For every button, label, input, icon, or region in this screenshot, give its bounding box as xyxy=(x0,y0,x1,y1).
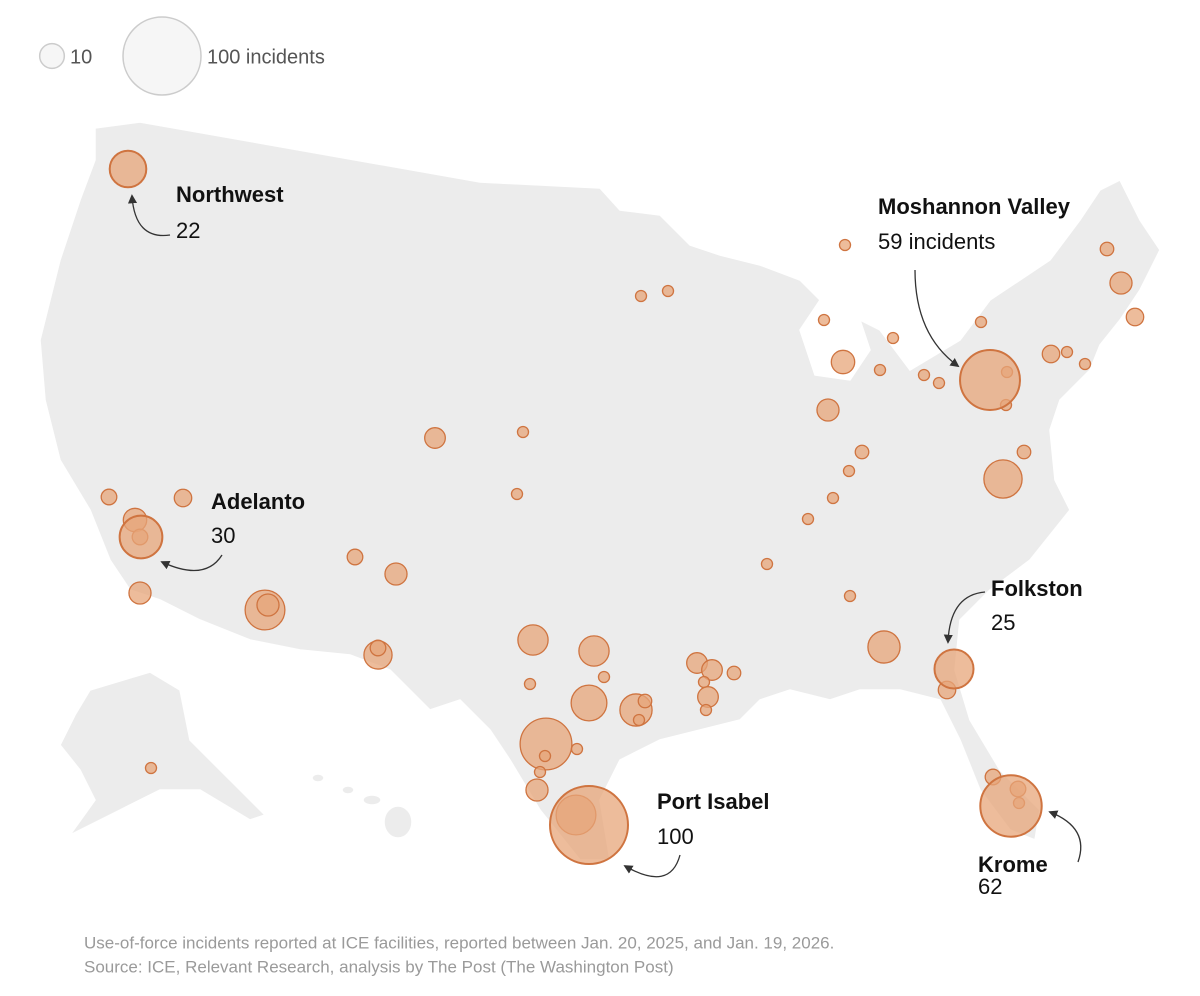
facility-circle xyxy=(1060,345,1074,359)
facility-circle xyxy=(523,677,537,691)
facility-circle xyxy=(517,624,549,656)
facility-circle xyxy=(979,774,1043,838)
hawaii xyxy=(341,785,355,795)
facility-circle xyxy=(570,684,608,722)
facility-circle xyxy=(843,589,857,603)
facility-circle xyxy=(1016,444,1032,460)
arrow xyxy=(914,269,960,368)
facility-circle xyxy=(1109,271,1133,295)
land xyxy=(39,121,1161,861)
caption: Use-of-force incidents reported at ICE f… xyxy=(84,933,834,952)
facility-circle xyxy=(144,761,158,775)
facility-circle xyxy=(932,376,946,390)
facility-name: Adelanto xyxy=(211,489,305,514)
facility-circle xyxy=(817,313,831,327)
facility-circle xyxy=(637,693,653,709)
facility-name: Northwest xyxy=(176,182,284,207)
facility-circle xyxy=(173,488,193,508)
arrow xyxy=(1048,810,1082,863)
facility-circle xyxy=(516,425,530,439)
facility-circle xyxy=(1078,357,1092,371)
facility-circle xyxy=(1125,307,1145,327)
facility-name: Folkston xyxy=(991,576,1083,601)
facility-circle xyxy=(983,459,1023,499)
facility-count: 22 xyxy=(176,218,200,243)
incident-circles xyxy=(100,149,1145,865)
facility-circle xyxy=(597,670,611,684)
facility-circle xyxy=(838,238,852,252)
labels: Northwest 22 Adelanto 30 Moshannon Valley 59 … xyxy=(176,182,1083,899)
facility-name: Port Isabel xyxy=(657,789,769,814)
facility-circle xyxy=(533,765,547,779)
facility-circle xyxy=(549,785,629,865)
arrows xyxy=(127,194,1082,878)
facility-name: Krome xyxy=(978,852,1048,877)
hawaii xyxy=(383,805,413,839)
facility-circle xyxy=(570,742,584,756)
facility-circle xyxy=(384,562,408,586)
facility-circle xyxy=(760,557,774,571)
facility-circle xyxy=(701,659,723,681)
arrow xyxy=(127,194,171,237)
facility-circle xyxy=(826,491,840,505)
legend-circle xyxy=(122,16,202,96)
facility-circle xyxy=(510,487,524,501)
facility-circle xyxy=(867,630,901,664)
facility-circle xyxy=(256,593,280,617)
facility-circle xyxy=(634,289,648,303)
facility-circle xyxy=(525,778,549,802)
facility-circle xyxy=(697,675,711,689)
legend-label: 10 xyxy=(70,46,92,68)
facility-circle xyxy=(959,349,1021,411)
facility-circle xyxy=(933,648,975,690)
alaska xyxy=(59,671,267,836)
arrow xyxy=(160,554,223,572)
facility-name: Moshannon Valley xyxy=(878,194,1071,219)
facility-circle xyxy=(917,368,931,382)
facility-circle xyxy=(519,717,573,771)
facility-count: 59 incidents xyxy=(878,229,995,254)
facility-count: 100 xyxy=(657,824,694,849)
facility-circle xyxy=(128,581,152,605)
facility-circle xyxy=(578,635,610,667)
facility-circle xyxy=(816,398,840,422)
facility-count: 25 xyxy=(991,610,1015,635)
facility-circle xyxy=(118,514,164,560)
facility-circle xyxy=(842,464,856,478)
hawaii xyxy=(311,773,325,783)
caption: Source: ICE, Relevant Research, analysis… xyxy=(84,957,674,976)
facility-circle xyxy=(854,444,870,460)
arrow xyxy=(943,591,986,644)
facility-circle xyxy=(974,315,988,329)
facility-circle xyxy=(424,427,446,449)
facility-circle xyxy=(873,363,887,377)
facility-circle xyxy=(886,331,900,345)
facility-circle xyxy=(100,488,118,506)
facility-circle xyxy=(346,548,364,566)
facility-circle xyxy=(369,639,387,657)
facility-circle xyxy=(830,349,856,375)
facility-circle xyxy=(661,284,675,298)
facility-circle xyxy=(538,749,552,763)
legend-circle xyxy=(38,42,66,70)
facility-circle xyxy=(726,665,742,681)
facility-count: 62 xyxy=(978,874,1002,899)
facility-circle xyxy=(108,149,148,189)
legend: 10 100 incidents xyxy=(38,16,325,96)
facility-circle xyxy=(699,703,713,717)
facility-count: 30 xyxy=(211,523,235,548)
legend-label: 100 incidents xyxy=(207,46,325,68)
hawaii xyxy=(362,794,382,806)
facility-circle xyxy=(632,713,646,727)
arrow xyxy=(623,854,681,878)
facility-circle xyxy=(801,512,815,526)
facility-circle xyxy=(1041,344,1061,364)
facility-circle xyxy=(1099,241,1115,257)
